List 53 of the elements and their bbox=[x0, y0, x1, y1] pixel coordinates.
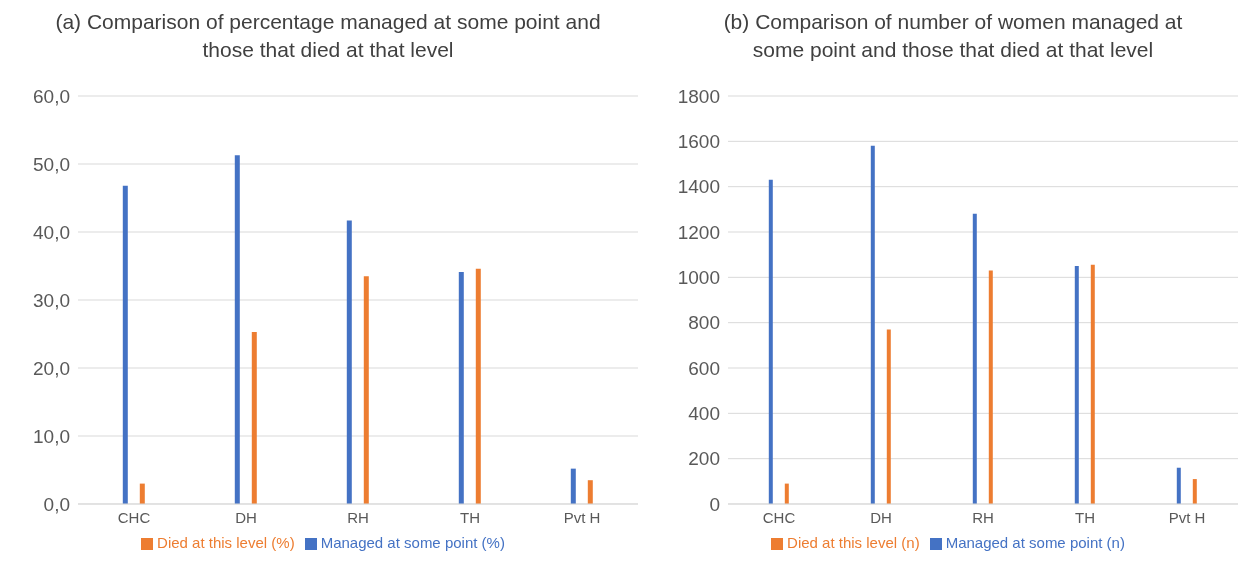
bar bbox=[886, 329, 891, 504]
bar bbox=[1176, 467, 1181, 504]
y-tick-label: 1600 bbox=[677, 131, 720, 153]
x-tick-label: Pvt H bbox=[563, 508, 601, 526]
x-tick-label: DH bbox=[235, 508, 257, 526]
y-tick-label: 10,0 bbox=[33, 425, 70, 447]
bar bbox=[251, 331, 257, 504]
bar bbox=[475, 268, 481, 504]
y-tick-label: 20,0 bbox=[33, 357, 70, 379]
x-tick-label: CHC bbox=[117, 508, 151, 526]
x-tick-label: TH bbox=[460, 508, 480, 526]
y-tick-label: 1200 bbox=[677, 221, 720, 243]
y-tick-label: 40,0 bbox=[33, 221, 70, 243]
y-tick-label: 200 bbox=[688, 448, 720, 470]
x-tick-label: TH bbox=[1075, 508, 1095, 526]
bar bbox=[1090, 264, 1095, 504]
y-tick-label: 1000 bbox=[677, 267, 720, 289]
x-tick-label: CHC bbox=[762, 508, 796, 526]
y-tick-label: 600 bbox=[688, 357, 720, 379]
y-tick-label: 800 bbox=[688, 312, 720, 334]
y-tick-label: 0,0 bbox=[43, 493, 70, 515]
x-tick-label: DH bbox=[870, 508, 892, 526]
legend-label: Died at this level (n) bbox=[787, 534, 920, 551]
bar bbox=[570, 468, 576, 504]
y-tick-label: 400 bbox=[688, 403, 720, 425]
bar bbox=[363, 276, 369, 504]
bar bbox=[768, 179, 773, 504]
bar bbox=[972, 213, 977, 504]
y-tick-label: 1400 bbox=[677, 176, 720, 198]
bar bbox=[870, 145, 875, 504]
legend-label: Managed at some point (n) bbox=[945, 534, 1125, 551]
bar bbox=[234, 155, 240, 504]
bar bbox=[346, 220, 352, 504]
bar bbox=[988, 270, 993, 504]
legend-label: Managed at some point (%) bbox=[320, 534, 505, 551]
bar bbox=[458, 272, 464, 504]
bar bbox=[1074, 266, 1079, 504]
bar bbox=[784, 483, 789, 504]
x-tick-label: Pvt H bbox=[1168, 508, 1206, 526]
bar bbox=[122, 185, 128, 504]
y-tick-label: 60,0 bbox=[33, 85, 70, 107]
bar bbox=[587, 480, 593, 504]
bar bbox=[1192, 479, 1197, 504]
chart-title: (b) Comparison of number of women managed at some point and those that died at that level bbox=[722, 9, 1184, 63]
y-tick-label: 0 bbox=[709, 493, 720, 515]
chart-title: (a) Comparison of percentage managed at some point and those that died at that level bbox=[54, 9, 602, 63]
legend-label: Died at this level (%) bbox=[157, 534, 295, 551]
y-tick-label: 30,0 bbox=[33, 289, 70, 311]
y-tick-label: 50,0 bbox=[33, 153, 70, 175]
x-tick-label: RH bbox=[972, 508, 994, 526]
x-tick-label: RH bbox=[347, 508, 369, 526]
y-tick-label: 1800 bbox=[677, 85, 720, 107]
bar bbox=[139, 483, 145, 504]
